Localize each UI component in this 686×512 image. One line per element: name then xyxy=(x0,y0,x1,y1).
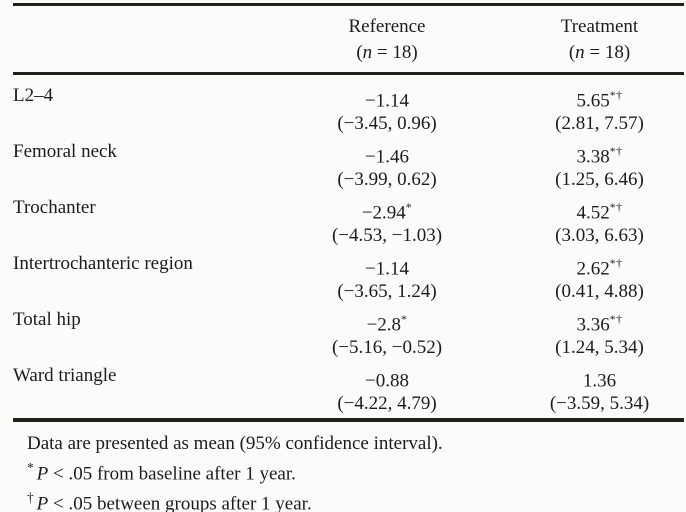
row-label: Ward triangle xyxy=(13,365,117,386)
row-label: Femoral neck xyxy=(13,141,117,162)
column-title: Reference xyxy=(348,16,426,37)
table-row-ci: (−3.65, 1.24) (0.41, 4.88) xyxy=(13,278,684,306)
mean-value: −0.88 xyxy=(365,370,409,392)
table-row-ci: (−5.16, −0.52) (1.24, 5.34) xyxy=(13,334,684,362)
row-label: Total hip xyxy=(13,309,81,330)
p-symbol: P xyxy=(36,493,49,512)
reference-mean: −2.94* xyxy=(299,194,475,227)
top-rule xyxy=(13,3,684,6)
row-label-empty xyxy=(13,390,299,418)
mean-value: 2.62 xyxy=(576,258,610,280)
paren: ( xyxy=(356,42,363,63)
table-row-ci: (−3.99, 0.62) (1.25, 6.46) xyxy=(13,166,684,194)
body-bottom-rule xyxy=(13,418,684,422)
table-footnotes: Data are presented as mean (95% confiden… xyxy=(13,432,684,512)
treatment-ci: (2.81, 7.57) xyxy=(555,113,644,134)
reference-ci: (−3.65, 1.24) xyxy=(337,281,437,302)
treatment-mean: 5.65*† xyxy=(475,82,684,115)
table-row: Trochanter −2.94* 4.52*† xyxy=(13,194,684,223)
treatment-ci: (−3.59, 5.34) xyxy=(549,393,650,414)
table-row-ci: (−3.45, 0.96) (2.81, 7.57) xyxy=(13,110,684,138)
mean-value: −1.46 xyxy=(365,146,409,168)
table-row: Total hip −2.8* 3.36*† xyxy=(13,306,684,335)
treatment-ci: (1.24, 5.34) xyxy=(555,337,644,358)
significance-marks: *† xyxy=(609,201,623,214)
header-rule xyxy=(13,72,684,75)
row-label-empty xyxy=(13,278,299,306)
asterisk-marker: * xyxy=(27,459,34,475)
p-symbol: P xyxy=(36,462,49,484)
mean-value: −2.8 xyxy=(366,314,402,336)
reference-mean: −0.88 xyxy=(299,362,475,395)
row-label: Intertrochanteric region xyxy=(13,253,193,274)
row-label-empty xyxy=(13,110,299,138)
footnote-asterisk: * P < .05 from baseline after 1 year. xyxy=(27,456,684,486)
row-label-empty xyxy=(13,222,299,250)
footnote-general: Data are presented as mean (95% confiden… xyxy=(27,432,443,454)
reference-mean: −1.14 xyxy=(299,82,475,115)
n-symbol: n xyxy=(575,42,585,63)
treatment-mean: 1.36 xyxy=(475,362,684,395)
reference-ci: (−4.53, −1.03) xyxy=(331,225,443,246)
table-header: Reference (n = 18) Treatment (n = 18) xyxy=(13,6,684,66)
row-label-empty xyxy=(13,166,299,194)
mean-value: 3.36 xyxy=(576,314,610,336)
treatment-mean: 3.36*† xyxy=(475,306,684,339)
footnote-text: < .05 between groups after 1 year. xyxy=(48,493,312,512)
significance-marks: *† xyxy=(609,145,623,158)
reference-ci: (−4.22, 4.79) xyxy=(337,393,437,414)
treatment-ci: (1.25, 6.46) xyxy=(555,169,644,190)
treatment-ci: (3.03, 6.63) xyxy=(555,225,644,246)
mean-value: 1.36 xyxy=(582,370,617,392)
mean-value: 4.52 xyxy=(576,202,610,224)
reference-mean: −2.8* xyxy=(299,306,475,339)
table-row: Femoral neck −1.46 3.38*† xyxy=(13,138,684,167)
n-value: = 18) xyxy=(372,42,418,63)
table-body: L2–4 −1.14 5.65*† (−3.45, 0.96) (2.81, 7… xyxy=(13,75,684,418)
significance-marks: *† xyxy=(609,257,623,270)
n-value: = 18) xyxy=(584,42,631,63)
paren: ( xyxy=(568,42,576,63)
row-label-empty xyxy=(13,334,299,362)
significance-marks: * xyxy=(401,313,408,326)
mean-value: −1.14 xyxy=(365,258,409,280)
significance-marks: *† xyxy=(609,313,623,326)
table-row-ci: (−4.53, −1.03) (3.03, 6.63) xyxy=(13,222,684,250)
mean-value: −2.94 xyxy=(361,202,406,224)
table-row: Intertrochanteric region −1.14 2.62*† xyxy=(13,250,684,279)
significance-marks: *† xyxy=(609,89,623,102)
treatment-ci: (0.41, 4.88) xyxy=(555,281,644,302)
header-empty-cell xyxy=(13,14,299,66)
mean-value: −1.14 xyxy=(365,90,409,112)
reference-ci: (−3.45, 0.96) xyxy=(337,113,437,134)
treatment-mean: 2.62*† xyxy=(475,250,684,283)
footnote-dagger: † P < .05 between groups after 1 year. xyxy=(27,486,684,512)
mean-value: 5.65 xyxy=(576,90,610,112)
reference-ci: (−5.16, −0.52) xyxy=(331,337,443,358)
column-n-count: (n = 18) xyxy=(299,40,475,66)
row-label: L2–4 xyxy=(13,85,54,106)
column-header-reference: Reference (n = 18) xyxy=(299,14,475,66)
significance-marks: * xyxy=(405,201,413,214)
footnote-text: < .05 from baseline after 1 year. xyxy=(48,462,296,484)
row-label: Trochanter xyxy=(13,197,96,218)
treatment-mean: 4.52*† xyxy=(475,194,684,227)
table-row: L2–4 −1.14 5.65*† xyxy=(13,82,684,111)
column-title: Treatment xyxy=(560,16,639,37)
reference-ci: (−3.99, 0.62) xyxy=(337,169,437,190)
table-row: Ward triangle −0.88 1.36 xyxy=(13,362,684,391)
reference-mean: −1.46 xyxy=(299,138,475,171)
column-n-count: (n = 18) xyxy=(515,40,684,66)
n-symbol: n xyxy=(362,42,373,63)
column-header-treatment: Treatment (n = 18) xyxy=(475,14,684,66)
treatment-mean: 3.38*† xyxy=(475,138,684,171)
dagger-marker: † xyxy=(27,489,34,505)
mean-value: 3.38 xyxy=(576,146,610,168)
reference-mean: −1.14 xyxy=(299,250,475,283)
table-row-ci: (−4.22, 4.79) (−3.59, 5.34) xyxy=(13,390,684,418)
